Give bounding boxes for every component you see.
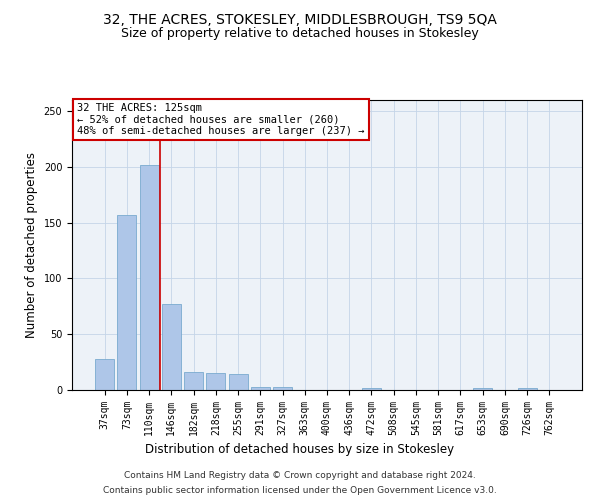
Bar bbox=[118, 215, 136, 390]
Y-axis label: Number of detached properties: Number of detached properties bbox=[25, 152, 38, 338]
Text: 32 THE ACRES: 125sqm
← 52% of detached houses are smaller (260)
48% of semi-deta: 32 THE ACRES: 125sqm ← 52% of detached h… bbox=[77, 103, 365, 136]
Bar bbox=[206, 374, 225, 390]
Bar bbox=[229, 374, 248, 390]
Text: Contains public sector information licensed under the Open Government Licence v3: Contains public sector information licen… bbox=[103, 486, 497, 495]
Bar bbox=[140, 164, 158, 390]
Text: Distribution of detached houses by size in Stokesley: Distribution of detached houses by size … bbox=[145, 442, 455, 456]
Bar bbox=[184, 372, 203, 390]
Bar bbox=[95, 359, 114, 390]
Bar bbox=[251, 386, 270, 390]
Bar bbox=[362, 388, 381, 390]
Bar bbox=[273, 386, 292, 390]
Text: Size of property relative to detached houses in Stokesley: Size of property relative to detached ho… bbox=[121, 28, 479, 40]
Bar bbox=[473, 388, 492, 390]
Bar bbox=[518, 388, 536, 390]
Text: Contains HM Land Registry data © Crown copyright and database right 2024.: Contains HM Land Registry data © Crown c… bbox=[124, 471, 476, 480]
Text: 32, THE ACRES, STOKESLEY, MIDDLESBROUGH, TS9 5QA: 32, THE ACRES, STOKESLEY, MIDDLESBROUGH,… bbox=[103, 12, 497, 26]
Bar bbox=[162, 304, 181, 390]
